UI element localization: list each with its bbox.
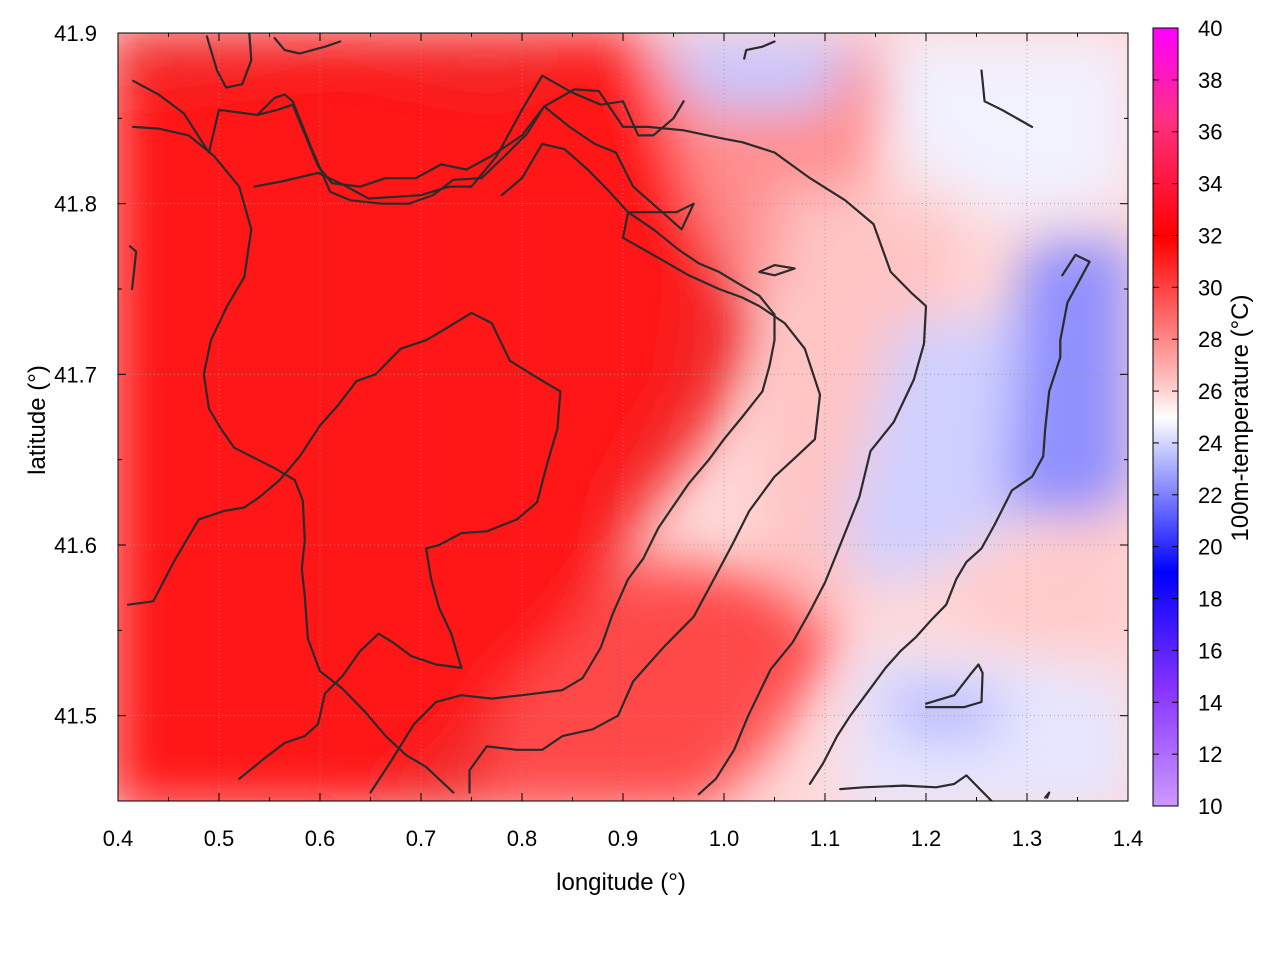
contour-line (743, 40, 776, 60)
contour-line (205, 33, 253, 89)
grid-lines (118, 33, 1128, 801)
contour-line (839, 774, 993, 801)
y-tick-label: 41.5 (54, 704, 97, 729)
colorbar-tick-label: 38 (1198, 68, 1222, 93)
colorbar (1152, 27, 1179, 807)
colorbar-label: 100m-temperature (°C) (1227, 294, 1254, 541)
y-axis-label: latitude (°) (24, 365, 51, 475)
x-tick-label: 0.4 (103, 826, 134, 851)
x-axis-label: longitude (°) (556, 869, 686, 896)
colorbar-ticks: 10 12 14 16 18 20 22 24 26 28 30 32 34 36 38 40 (1153, 16, 1222, 819)
x-tick-label: 0.7 (406, 826, 437, 851)
colorbar-tick-label: 20 (1198, 535, 1222, 560)
colorbar-tick-label: 16 (1198, 638, 1222, 663)
x-tick-label: 1.1 (810, 826, 841, 851)
x-tick-label: 0.6 (305, 826, 336, 851)
y-tick-label: 41.8 (54, 192, 97, 217)
contour-line (369, 142, 776, 794)
contour-line (273, 36, 342, 55)
contour-line (256, 103, 822, 794)
colorbar-tick-label: 32 (1198, 223, 1222, 248)
axis-ticks: 0.4 0.5 0.6 0.7 0.8 0.9 1.0 1.1 1.2 1.3 1.4 41.5 41.… (54, 21, 1143, 851)
contour-line (758, 264, 796, 277)
contour-line (980, 69, 1034, 129)
x-tick-label: 1.2 (911, 826, 942, 851)
x-tick-label: 0.5 (204, 826, 235, 851)
colorbar-tick-label: 34 (1198, 172, 1222, 197)
x-tick-label: 1.4 (1113, 826, 1144, 851)
colorbar-tick-label: 36 (1198, 120, 1222, 145)
contour-line (127, 311, 562, 780)
colorbar-tick-label: 24 (1198, 431, 1222, 456)
y-tick-label: 41.9 (54, 21, 97, 46)
x-tick-label: 0.9 (608, 826, 639, 851)
contour-line (132, 125, 455, 794)
contour-line (129, 245, 138, 291)
y-tick-label: 41.7 (54, 362, 97, 387)
y-tick-label: 41.6 (54, 533, 97, 558)
contour-line (1044, 791, 1051, 799)
x-tick-label: 1.0 (709, 826, 740, 851)
colorbar-tick-label: 30 (1198, 275, 1222, 300)
contour-line (924, 663, 984, 709)
heat-field (118, 33, 1128, 801)
colorbar-tick-label: 12 (1198, 742, 1222, 767)
contour-line (808, 253, 1091, 786)
colorbar-tick-label: 10 (1198, 794, 1222, 819)
colorbar-tick-label: 22 (1198, 483, 1222, 508)
contour-lines (127, 33, 1091, 801)
colorbar-tick-label: 40 (1198, 16, 1222, 41)
colorbar-tick-label: 14 (1198, 690, 1222, 715)
colorbar-tick-label: 28 (1198, 327, 1222, 352)
colorbar-tick-label: 26 (1198, 379, 1222, 404)
contour-line (253, 74, 685, 200)
x-tick-label: 1.3 (1012, 826, 1043, 851)
contour-line (132, 79, 928, 796)
x-tick-label: 0.8 (507, 826, 538, 851)
colorbar-tick-label: 18 (1198, 587, 1222, 612)
